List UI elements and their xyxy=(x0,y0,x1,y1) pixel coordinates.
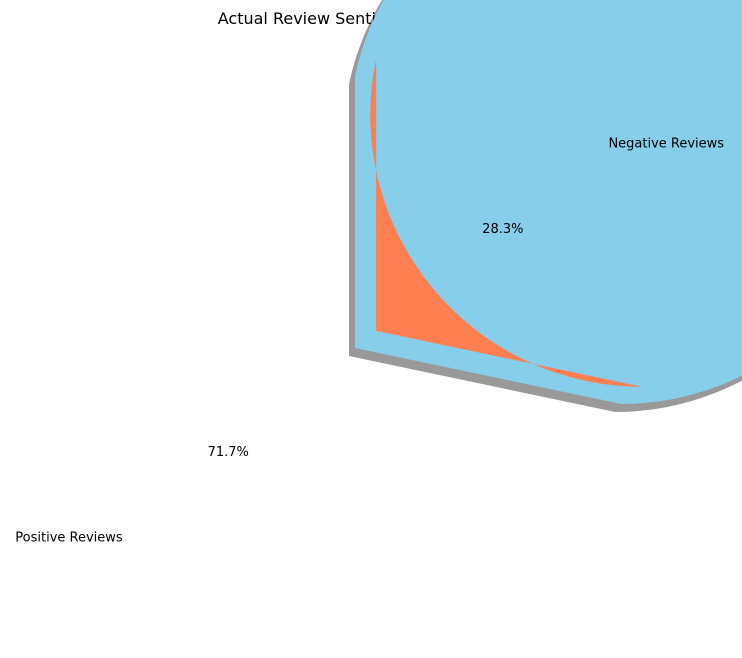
slice-label-negative-reviews: Negative Reviews xyxy=(608,136,724,151)
slice-percentage-negative-reviews: 28.3% xyxy=(482,222,523,237)
pie-slice-positive-reviews xyxy=(355,0,742,404)
pie-labels: 71.7% Positive Reviews 28.3% Negative Revie… xyxy=(15,136,724,545)
slice-label-positive-reviews: Positive Reviews xyxy=(15,531,123,546)
pie-slice-negative-reviews xyxy=(370,58,643,387)
slice-percentage-positive-reviews: 71.7% xyxy=(208,445,249,460)
pie-slices xyxy=(355,0,742,404)
